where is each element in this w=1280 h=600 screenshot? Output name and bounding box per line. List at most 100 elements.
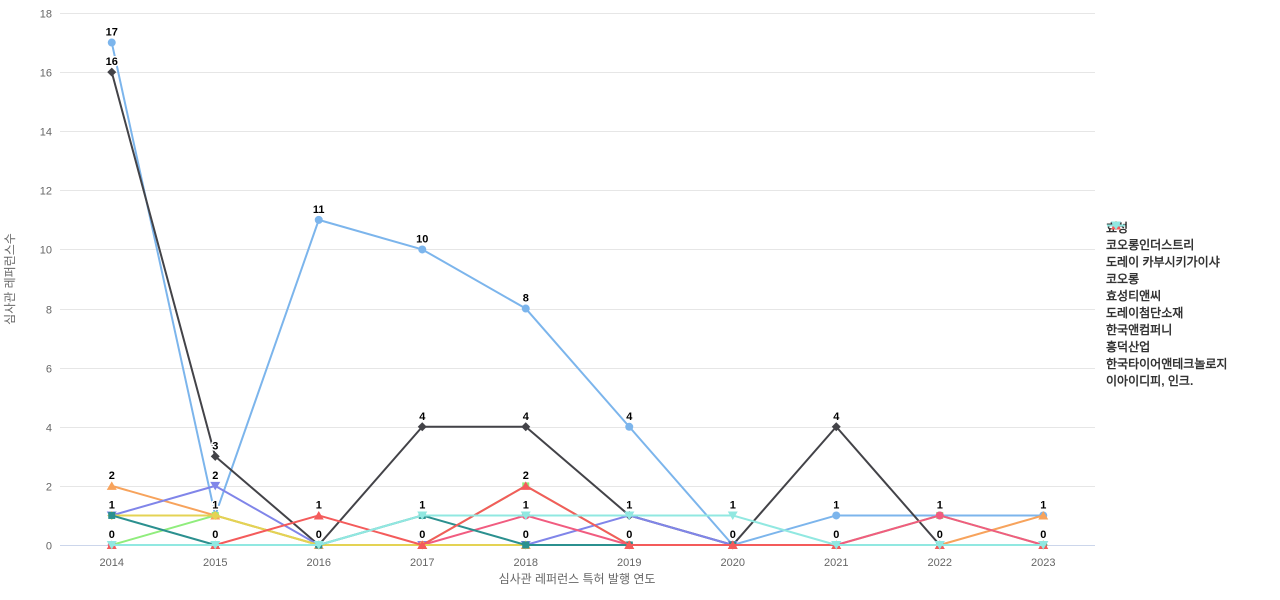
legend-label: 효성티앤씨 xyxy=(1106,289,1162,303)
data-label: 0 xyxy=(730,529,736,541)
diamond-marker[interactable] xyxy=(107,67,117,77)
diamond-marker[interactable] xyxy=(417,422,427,432)
circle-marker[interactable] xyxy=(935,511,944,520)
series-5 xyxy=(107,511,1048,549)
series-line xyxy=(110,514,1045,546)
series-0 xyxy=(107,38,1048,549)
square-marker[interactable] xyxy=(108,511,116,519)
y-tick-label: 0 xyxy=(46,541,52,553)
triangle-marker[interactable] xyxy=(106,481,117,490)
circle-marker[interactable] xyxy=(107,38,116,47)
y-tick-label: 2 xyxy=(46,482,52,494)
triangle-down-marker[interactable] xyxy=(624,511,635,520)
triangle-down-marker[interactable] xyxy=(934,541,945,550)
triangle-down-marker[interactable] xyxy=(1038,541,1049,550)
data-label: 0 xyxy=(1040,529,1046,541)
data-label: 0 xyxy=(212,529,218,541)
data-label: 1 xyxy=(212,499,218,511)
y-tick-label: 12 xyxy=(40,186,52,198)
data-label: 1 xyxy=(419,499,425,511)
legend-item-2[interactable]: 도레이 카부시키가이샤 xyxy=(1106,222,1227,270)
data-label: 4 xyxy=(523,411,530,423)
triangle-down-marker[interactable] xyxy=(210,481,221,491)
legend-label: 코오롱 xyxy=(1106,272,1140,286)
x-tick-label: 2016 xyxy=(307,557,331,569)
data-label: 11 xyxy=(313,204,325,216)
data-label: 16 xyxy=(106,56,118,68)
x-axis-title: 심사관 레퍼런스 특허 발행 연도 xyxy=(499,571,656,586)
legend-item-1[interactable]: 코오롱인더스트리 xyxy=(1106,221,1227,253)
x-tick-label: 2022 xyxy=(928,557,952,569)
x-tick-label: 2023 xyxy=(1031,557,1055,569)
x-tick-label: 2019 xyxy=(617,557,641,569)
x-tick-label: 2021 xyxy=(824,557,848,569)
data-label: 2 xyxy=(212,470,218,482)
triangle-down-marker xyxy=(1111,221,1121,230)
y-tick-label: 6 xyxy=(46,364,52,376)
legend-item-5[interactable]: 도레이첨단소재 xyxy=(1106,221,1227,321)
data-label: 1 xyxy=(937,499,943,511)
triangle-down-marker[interactable] xyxy=(313,541,324,550)
diamond-marker[interactable] xyxy=(210,451,220,461)
data-label: 0 xyxy=(626,529,632,541)
data-label: 1 xyxy=(523,499,529,511)
triangle-down-marker[interactable] xyxy=(106,541,117,550)
circle-marker[interactable] xyxy=(625,422,634,431)
square-marker[interactable] xyxy=(522,541,530,549)
x-tick-label: 2015 xyxy=(203,557,227,569)
triangle-marker[interactable] xyxy=(727,540,738,550)
x-tick-label: 2017 xyxy=(410,557,434,569)
legend-item-4[interactable]: 효성티앤씨 xyxy=(1106,221,1227,304)
legend-label: 코오롱인더스트리 xyxy=(1106,238,1195,252)
data-label: 2 xyxy=(109,470,115,482)
legend-item-8[interactable]: 한국타이어앤테크놀로지 xyxy=(1106,221,1228,372)
data-label: 2 xyxy=(523,470,529,482)
triangle-down-marker[interactable] xyxy=(831,541,842,550)
y-tick-label: 4 xyxy=(46,423,52,435)
triangle-down-marker[interactable] xyxy=(520,511,531,520)
series-line xyxy=(110,514,1045,546)
data-label: 4 xyxy=(626,411,633,423)
triangle-marker[interactable] xyxy=(1038,510,1049,520)
legend: 효성코오롱인더스트리도레이 카부시키가이샤코오롱효성티앤씨도레이첨단소재한국앤컴… xyxy=(1106,219,1227,389)
legend-item-7[interactable]: 흥덕산업 xyxy=(1106,222,1227,355)
diamond-marker[interactable] xyxy=(831,422,841,432)
legend-label: 도레이 카부시키가이샤 xyxy=(1106,255,1220,269)
data-label: 1 xyxy=(1040,499,1046,511)
diamond-marker[interactable] xyxy=(521,422,531,432)
x-tick-label: 2018 xyxy=(514,557,538,569)
data-label: 4 xyxy=(419,411,426,423)
x-tick-label: 2014 xyxy=(100,557,124,569)
circle-marker[interactable] xyxy=(521,304,530,313)
x-tick-label: 2020 xyxy=(721,557,745,569)
triangle-down-marker[interactable] xyxy=(727,511,738,520)
series-1 xyxy=(107,67,1048,550)
diamond-marker[interactable] xyxy=(210,510,220,520)
circle-marker[interactable] xyxy=(314,215,323,224)
y-axis-title: 심사관 레퍼런스수 xyxy=(3,233,17,325)
y-tick-label: 16 xyxy=(40,68,52,80)
circle-marker[interactable] xyxy=(418,245,427,254)
triangle-down-marker[interactable] xyxy=(210,541,221,550)
triangle-marker[interactable] xyxy=(520,481,531,490)
data-label: 0 xyxy=(833,529,839,541)
legend-label: 한국타이어앤테크놀로지 xyxy=(1106,357,1228,371)
series-line xyxy=(110,41,1045,546)
triangle-marker[interactable] xyxy=(313,510,324,520)
triangle-down-marker[interactable] xyxy=(417,511,428,520)
data-label: 0 xyxy=(316,529,322,541)
legend-item-3[interactable]: 코오롱 xyxy=(1106,221,1227,287)
legend-item-6[interactable]: 한국앤컴퍼니 xyxy=(1106,221,1227,338)
triangle-marker[interactable] xyxy=(624,540,635,550)
y-tick-label: 18 xyxy=(40,9,52,21)
triangle-marker[interactable] xyxy=(417,540,428,550)
legend-item-9[interactable]: 이아이디피, 인크. xyxy=(1106,221,1227,389)
legend-label: 도레이첨단소재 xyxy=(1106,306,1184,320)
data-label: 0 xyxy=(937,529,943,541)
circle-marker[interactable] xyxy=(832,511,841,520)
data-label: 10 xyxy=(416,233,428,245)
data-label: 8 xyxy=(523,293,529,305)
